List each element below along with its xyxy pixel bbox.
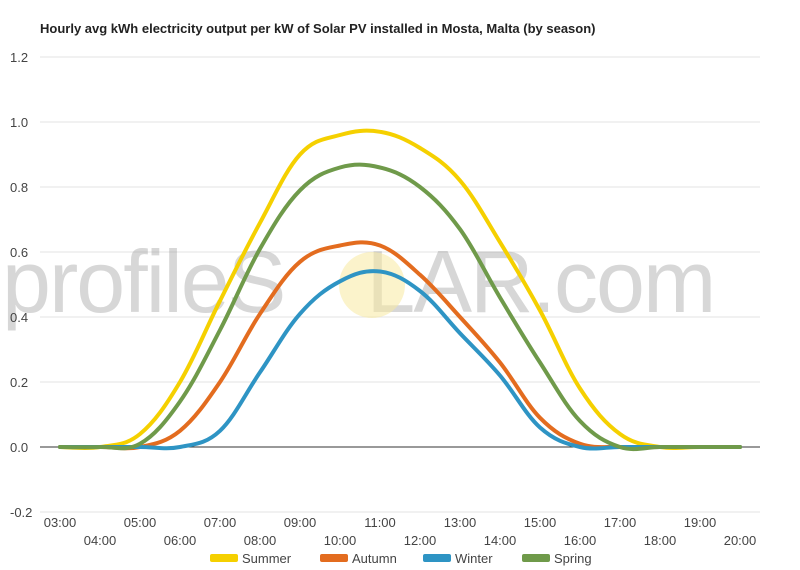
- y-tick-label: -0.2: [10, 505, 32, 520]
- x-tick-label: 19:00: [684, 515, 717, 530]
- x-axis-ticks: 03:00 04:00 05:00 06:00 07:00 08:00 09:00 10:00…: [44, 515, 757, 548]
- y-tick-label: 1.2: [10, 50, 28, 65]
- x-tick-label: 11:00: [364, 515, 396, 530]
- x-tick-label: 03:00: [44, 515, 77, 530]
- x-tick-label: 18:00: [644, 533, 677, 548]
- y-tick-label: 0.6: [10, 245, 28, 260]
- x-tick-label: 14:00: [484, 533, 517, 548]
- x-tick-label: 20:00: [724, 533, 757, 548]
- x-tick-label: 15:00: [524, 515, 557, 530]
- series-line-summer: [58, 128, 742, 451]
- x-tick-label: 06:00: [164, 533, 197, 548]
- x-tick-label: 12:00: [404, 533, 437, 548]
- legend: Summer Autumn Winter Spring: [210, 551, 592, 566]
- legend-label-winter: Winter: [455, 551, 493, 566]
- x-tick-label: 17:00: [604, 515, 637, 530]
- legend-swatch-autumn: [320, 554, 348, 562]
- legend-label-autumn: Autumn: [352, 551, 397, 566]
- watermark: profileS LAR.com: [2, 232, 716, 331]
- y-tick-label: 0.0: [10, 440, 28, 455]
- y-tick-label: 1.0: [10, 115, 28, 130]
- y-axis-ticks: -0.2 0.0 0.2 0.4 0.6 0.8 1.0 1.2: [10, 50, 32, 520]
- x-tick-label: 05:00: [124, 515, 157, 530]
- x-tick-label: 09:00: [284, 515, 317, 530]
- x-tick-label: 10:00: [324, 533, 357, 548]
- y-tick-label: 0.2: [10, 375, 28, 390]
- chart-title: Hourly avg kWh electricity output per kW…: [40, 21, 596, 36]
- legend-label-summer: Summer: [242, 551, 292, 566]
- x-tick-label: 08:00: [244, 533, 277, 548]
- x-tick-label: 16:00: [564, 533, 597, 548]
- x-tick-label: 04:00: [84, 533, 117, 548]
- legend-label-spring: Spring: [554, 551, 592, 566]
- series-line-spring: [58, 162, 742, 452]
- watermark-part-2: LAR.com: [366, 232, 714, 331]
- legend-swatch-summer: [210, 554, 238, 562]
- series-lines: [58, 128, 742, 452]
- legend-swatch-winter: [423, 554, 451, 562]
- x-tick-label: 13:00: [444, 515, 477, 530]
- sun-logo-icon: [339, 252, 405, 318]
- y-tick-label: 0.8: [10, 180, 28, 195]
- x-tick-label: 07:00: [204, 515, 237, 530]
- legend-swatch-spring: [522, 554, 550, 562]
- y-tick-label: 0.4: [10, 310, 28, 325]
- watermark-part-1: profileS: [2, 232, 284, 331]
